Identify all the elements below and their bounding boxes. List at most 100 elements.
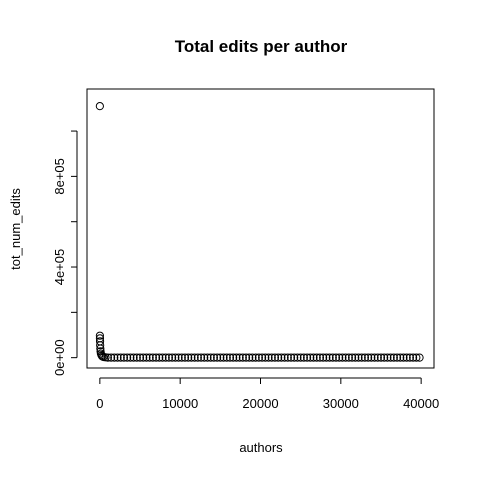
data-point: [302, 353, 312, 362]
data-point: [261, 353, 270, 362]
data-point: [392, 353, 402, 362]
x-tick-label: 10000: [162, 396, 198, 411]
data-point: [254, 353, 263, 362]
data-point: [203, 353, 212, 362]
data-point: [383, 353, 392, 362]
data-point: [309, 353, 318, 362]
data-point: [177, 353, 186, 362]
data-point: [245, 353, 254, 362]
data-point: [354, 353, 363, 362]
data-point: [386, 353, 395, 362]
data-point: [158, 353, 167, 362]
data-point: [123, 353, 132, 362]
chart-title: Total edits per author: [175, 37, 348, 56]
data-point: [193, 353, 202, 362]
data-point: [184, 353, 193, 362]
data-point: [129, 353, 138, 362]
data-point: [283, 353, 292, 362]
data-point: [344, 353, 353, 362]
data-point: [206, 353, 215, 362]
data-point: [139, 353, 148, 362]
data-point: [396, 353, 405, 362]
data-point: [216, 353, 225, 362]
data-point: [145, 353, 154, 362]
data-point: [364, 353, 373, 362]
data-point: [296, 353, 305, 362]
data-point: [286, 353, 296, 362]
data-point: [164, 353, 174, 362]
data-point: [174, 353, 183, 362]
data-point: [380, 353, 389, 362]
data-point: [270, 353, 280, 362]
data-point: [168, 353, 177, 362]
x-axis-label: authors: [239, 440, 283, 455]
data-point: [312, 353, 321, 362]
data-point: [161, 353, 170, 362]
data-point: [135, 353, 145, 362]
y-tick-label: 8e+05: [52, 158, 67, 195]
data-point: [415, 353, 424, 362]
data-point: [258, 353, 267, 362]
data-point: [409, 353, 418, 362]
data-point: [315, 353, 325, 362]
data-point: [376, 353, 386, 362]
data-point: [402, 353, 411, 362]
data-point: [347, 353, 357, 362]
data-point: [405, 353, 415, 362]
data-point: [357, 353, 366, 362]
data-point: [98, 352, 107, 361]
data-point: [325, 353, 334, 362]
data-point: [142, 353, 151, 362]
data-point: [399, 353, 408, 362]
x-tick-label: 0: [96, 396, 103, 411]
x-tick-label: 20000: [242, 396, 278, 411]
data-point: [213, 353, 222, 362]
data-point: [274, 353, 283, 362]
data-point: [116, 353, 125, 362]
data-point: [370, 353, 379, 362]
data-point: [322, 353, 331, 362]
data-point: [251, 353, 260, 362]
data-point: [412, 353, 421, 362]
data-point: [126, 353, 135, 362]
data-point: [389, 353, 398, 362]
data-point: [148, 353, 157, 362]
y-axis-label: tot_num_edits: [8, 188, 23, 270]
data-point: [190, 353, 199, 362]
data-point: [306, 353, 315, 362]
data-point: [180, 353, 190, 362]
data-point: [319, 353, 328, 362]
data-point: [209, 353, 219, 362]
data-point: [331, 353, 341, 362]
data-point: [200, 353, 209, 362]
data-point: [229, 353, 238, 362]
x-tick-label: 40000: [403, 396, 439, 411]
data-point: [293, 353, 302, 362]
data-point: [103, 353, 112, 362]
data-point: [299, 353, 308, 362]
data-point: [222, 353, 231, 362]
data-point: [351, 353, 360, 362]
y-tick-label: 0e+00: [52, 339, 67, 376]
data-point: [277, 353, 286, 362]
data-point: [338, 353, 347, 362]
data-point: [341, 353, 350, 362]
data-point: [110, 353, 119, 362]
data-point: [373, 353, 382, 362]
data-point: [225, 353, 235, 362]
data-point: [367, 353, 376, 362]
data-point: [280, 353, 289, 362]
data-point: [248, 353, 257, 362]
data-point: [106, 353, 116, 362]
data-point: [132, 353, 141, 362]
data-point: [196, 353, 206, 362]
data-point: [171, 353, 180, 362]
data-point: [360, 353, 370, 362]
data-point: [267, 353, 276, 362]
data-point: [113, 353, 122, 362]
y-axis: 0e+00 4e+05 8e+05: [52, 130, 78, 376]
data-point: [96, 341, 105, 350]
data-points: [95, 102, 424, 362]
plot-frame: [86, 88, 435, 369]
